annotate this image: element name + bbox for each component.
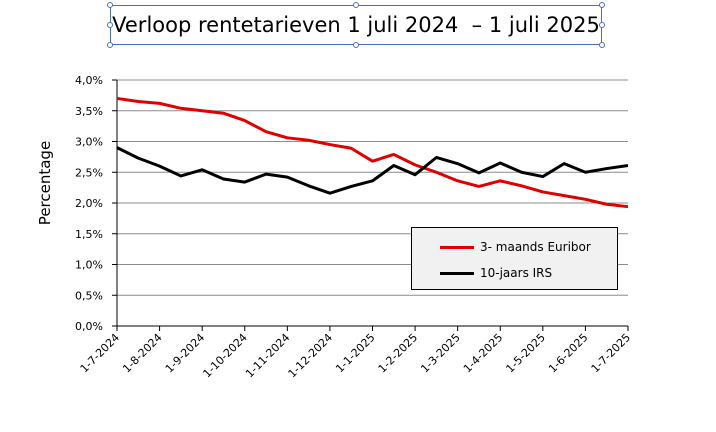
- x-tick-label: 1-3-2025: [418, 331, 463, 376]
- title-handle-bottom-left[interactable]: [107, 42, 113, 48]
- x-tick-label: 1-9-2024: [163, 331, 208, 376]
- y-tick-label: 3,5%: [75, 105, 103, 118]
- y-tick-label: 0,0%: [75, 320, 103, 333]
- legend-item-euribor: 3- maands Euribor: [440, 240, 591, 254]
- x-tick-label: 1-7-2025: [589, 331, 634, 376]
- y-tick-label: 2,5%: [75, 166, 103, 179]
- x-tick-label: 1-8-2024: [120, 331, 165, 376]
- title-handle-bottom-mid[interactable]: [353, 42, 359, 48]
- title-handle-left-mid[interactable]: [107, 22, 113, 28]
- x-tick-label: 1-4-2025: [461, 331, 506, 376]
- x-tick-label: 1-7-2024: [78, 331, 123, 376]
- legend: 3- maands Euribor 10-jaars IRS: [411, 227, 618, 290]
- series-line-irs: [116, 146, 629, 195]
- x-tick-label: 1-6-2025: [546, 331, 591, 376]
- legend-swatch-irs: [440, 271, 474, 275]
- chart-title[interactable]: Verloop rentetarieven 1 juli 2024 – 1 ju…: [110, 5, 602, 45]
- y-tick-label: 3,0%: [75, 136, 103, 149]
- legend-label-euribor: 3- maands Euribor: [480, 240, 591, 254]
- title-handle-right-mid[interactable]: [599, 22, 605, 28]
- y-tick-labels: 0,0% 0,5% 1,0% 1,5% 2,0% 2,5% 3,0% 3,5% 4,0%: [75, 74, 103, 333]
- legend-label-irs: 10-jaars IRS: [480, 266, 553, 280]
- y-tick-label: 2,0%: [75, 197, 103, 210]
- x-tick-labels: 1-7-20241-8-20241-9-20241-10-20241-11-20…: [78, 331, 634, 380]
- legend-swatch-euribor: [440, 245, 474, 249]
- y-tick-label: 1,5%: [75, 228, 103, 241]
- y-axis-label: Percentage: [36, 140, 54, 226]
- y-tick-label: 4,0%: [75, 74, 103, 87]
- x-tick-label: 1-5-2025: [503, 331, 548, 376]
- legend-item-irs: 10-jaars IRS: [440, 266, 552, 280]
- x-tick-label: 1-11-2024: [243, 331, 292, 380]
- series-line-euribor: [116, 96, 629, 209]
- title-handle-top-left[interactable]: [107, 2, 113, 8]
- title-handle-top-mid[interactable]: [353, 2, 359, 8]
- x-tick-label: 1-1-2025: [333, 331, 378, 376]
- x-tick-label: 1-10-2024: [200, 331, 249, 380]
- y-tick-label: 1,0%: [75, 259, 103, 272]
- title-handle-top-right[interactable]: [599, 2, 605, 8]
- axes: [112, 79, 629, 331]
- y-tick-label: 0,5%: [75, 289, 103, 302]
- x-tick-label: 1-12-2024: [286, 331, 335, 380]
- x-tick-label: 1-2-2025: [376, 331, 421, 376]
- series-lines: [116, 96, 629, 209]
- title-handle-bottom-right[interactable]: [599, 42, 605, 48]
